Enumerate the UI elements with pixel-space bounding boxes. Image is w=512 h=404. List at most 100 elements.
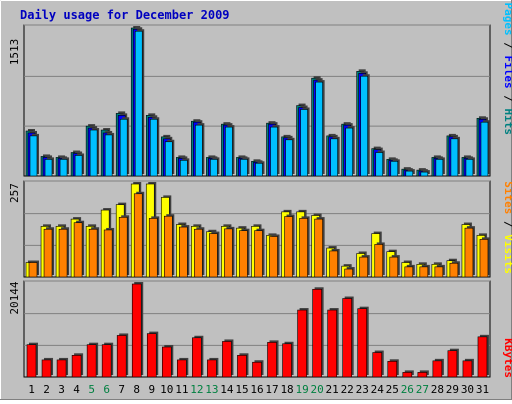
pages-bar [104,134,113,177]
day-label: 15 [235,383,248,396]
kbytes-bar [161,346,172,378]
sites-bar [389,256,399,278]
day-label: 8 [133,383,140,396]
day-label: 7 [118,383,125,396]
kbytes-bar [447,350,458,378]
kbytes-bar [327,309,337,378]
kbytes-bar [26,344,37,378]
sites-bar [299,218,308,278]
day-label: 29 [446,383,459,396]
kbytes-bar [131,283,142,378]
day-label: 13 [205,383,218,396]
middle-panel-max-label: 257 [8,183,21,203]
day-label: 12 [190,383,203,396]
pages-bar [180,160,188,177]
sites-bar [344,268,353,278]
sites-bar [224,228,233,278]
kbytes-bar [71,355,82,378]
kbytes-bar [312,288,322,378]
day-label: 5 [88,383,95,396]
sites-bar [73,222,83,278]
pages-bar [420,171,429,177]
day-label: 1 [28,383,35,396]
kbytes-bar [207,359,217,378]
kbytes-bar [297,309,307,378]
day-label: 19 [295,383,308,396]
sites-bar [479,239,489,278]
pages-bar [360,75,369,177]
kbytes-bar [146,333,157,378]
day-label: 25 [386,383,399,396]
sites-bar [464,227,474,278]
sites-bar [58,228,68,278]
pages-bar [89,129,98,177]
panel-kbytes [23,280,491,378]
kbytes-bar [116,335,127,378]
legend-visits: Visits [502,234,512,274]
pages-bar [195,124,203,177]
kbytes-bar [237,355,247,378]
day-label: 10 [160,383,173,396]
pages-bar [74,155,83,177]
day-label: 20 [311,383,324,396]
kbytes-bar [101,344,112,378]
pages-bar [210,159,218,177]
top-panel-legend: Pages / Files / Hits [502,3,512,136]
day-axis-labels: 1 2 3 4 5 6 7 8 9 10 11 12 13 14 15 16 17 18 19 20 21 22 23 24 2… [28,383,489,396]
pages-bar [375,152,384,177]
day-label: 22 [341,383,354,396]
kbytes-bar [462,360,473,378]
legend-pages: Pages [502,3,512,36]
bottom-panel-max-label: 20144 [8,281,21,314]
pages-bar [315,81,323,177]
pages-bar [164,141,173,177]
sites-bar [103,229,113,278]
day-label: 21 [326,383,339,396]
sites-bar [43,228,53,278]
pages-bar [255,162,263,177]
pages-bar [270,126,278,177]
pages-bar [465,159,474,177]
sites-bar [314,218,323,278]
day-label: 30 [461,383,474,396]
day-label: 23 [356,383,369,396]
day-label: 17 [265,383,278,396]
sites-bar [148,218,158,278]
kbytes-bar [282,343,292,378]
sites-bar [419,266,429,278]
pages-bar [480,121,489,177]
sites-bar [163,215,173,278]
kbytes-bar [86,344,97,378]
kbytes-bar [267,342,277,378]
pages-bar [330,138,338,177]
kbytes-bar [402,372,413,378]
pages-bar [345,127,353,177]
legend-files: Files [502,56,512,89]
sites-bar [404,266,414,278]
bottom-panel-legend: KBytes [502,338,512,378]
day-label: 2 [43,383,50,396]
pages-bar [435,159,444,177]
sites-bar [133,193,143,278]
sites-bar [239,230,248,278]
kbytes-bar [342,298,352,378]
sites-bar [359,256,369,278]
sites-bar [284,216,293,278]
day-label: 16 [250,383,263,396]
sites-bar [118,216,128,278]
pages-bar [240,159,248,177]
panel-visits-sites [23,180,491,278]
day-label: 3 [58,383,65,396]
sites-bar [179,226,188,278]
sites-bar [209,233,218,278]
legend-sites: Sites [502,181,512,214]
day-label: 24 [371,383,385,396]
pages-bar [134,30,143,177]
legend-kbytes: KBytes [502,338,512,378]
day-label: 28 [431,383,444,396]
middle-panel-legend: Sites / Visits [502,181,512,274]
sites-bar [449,262,459,278]
sites-bar [329,250,338,278]
